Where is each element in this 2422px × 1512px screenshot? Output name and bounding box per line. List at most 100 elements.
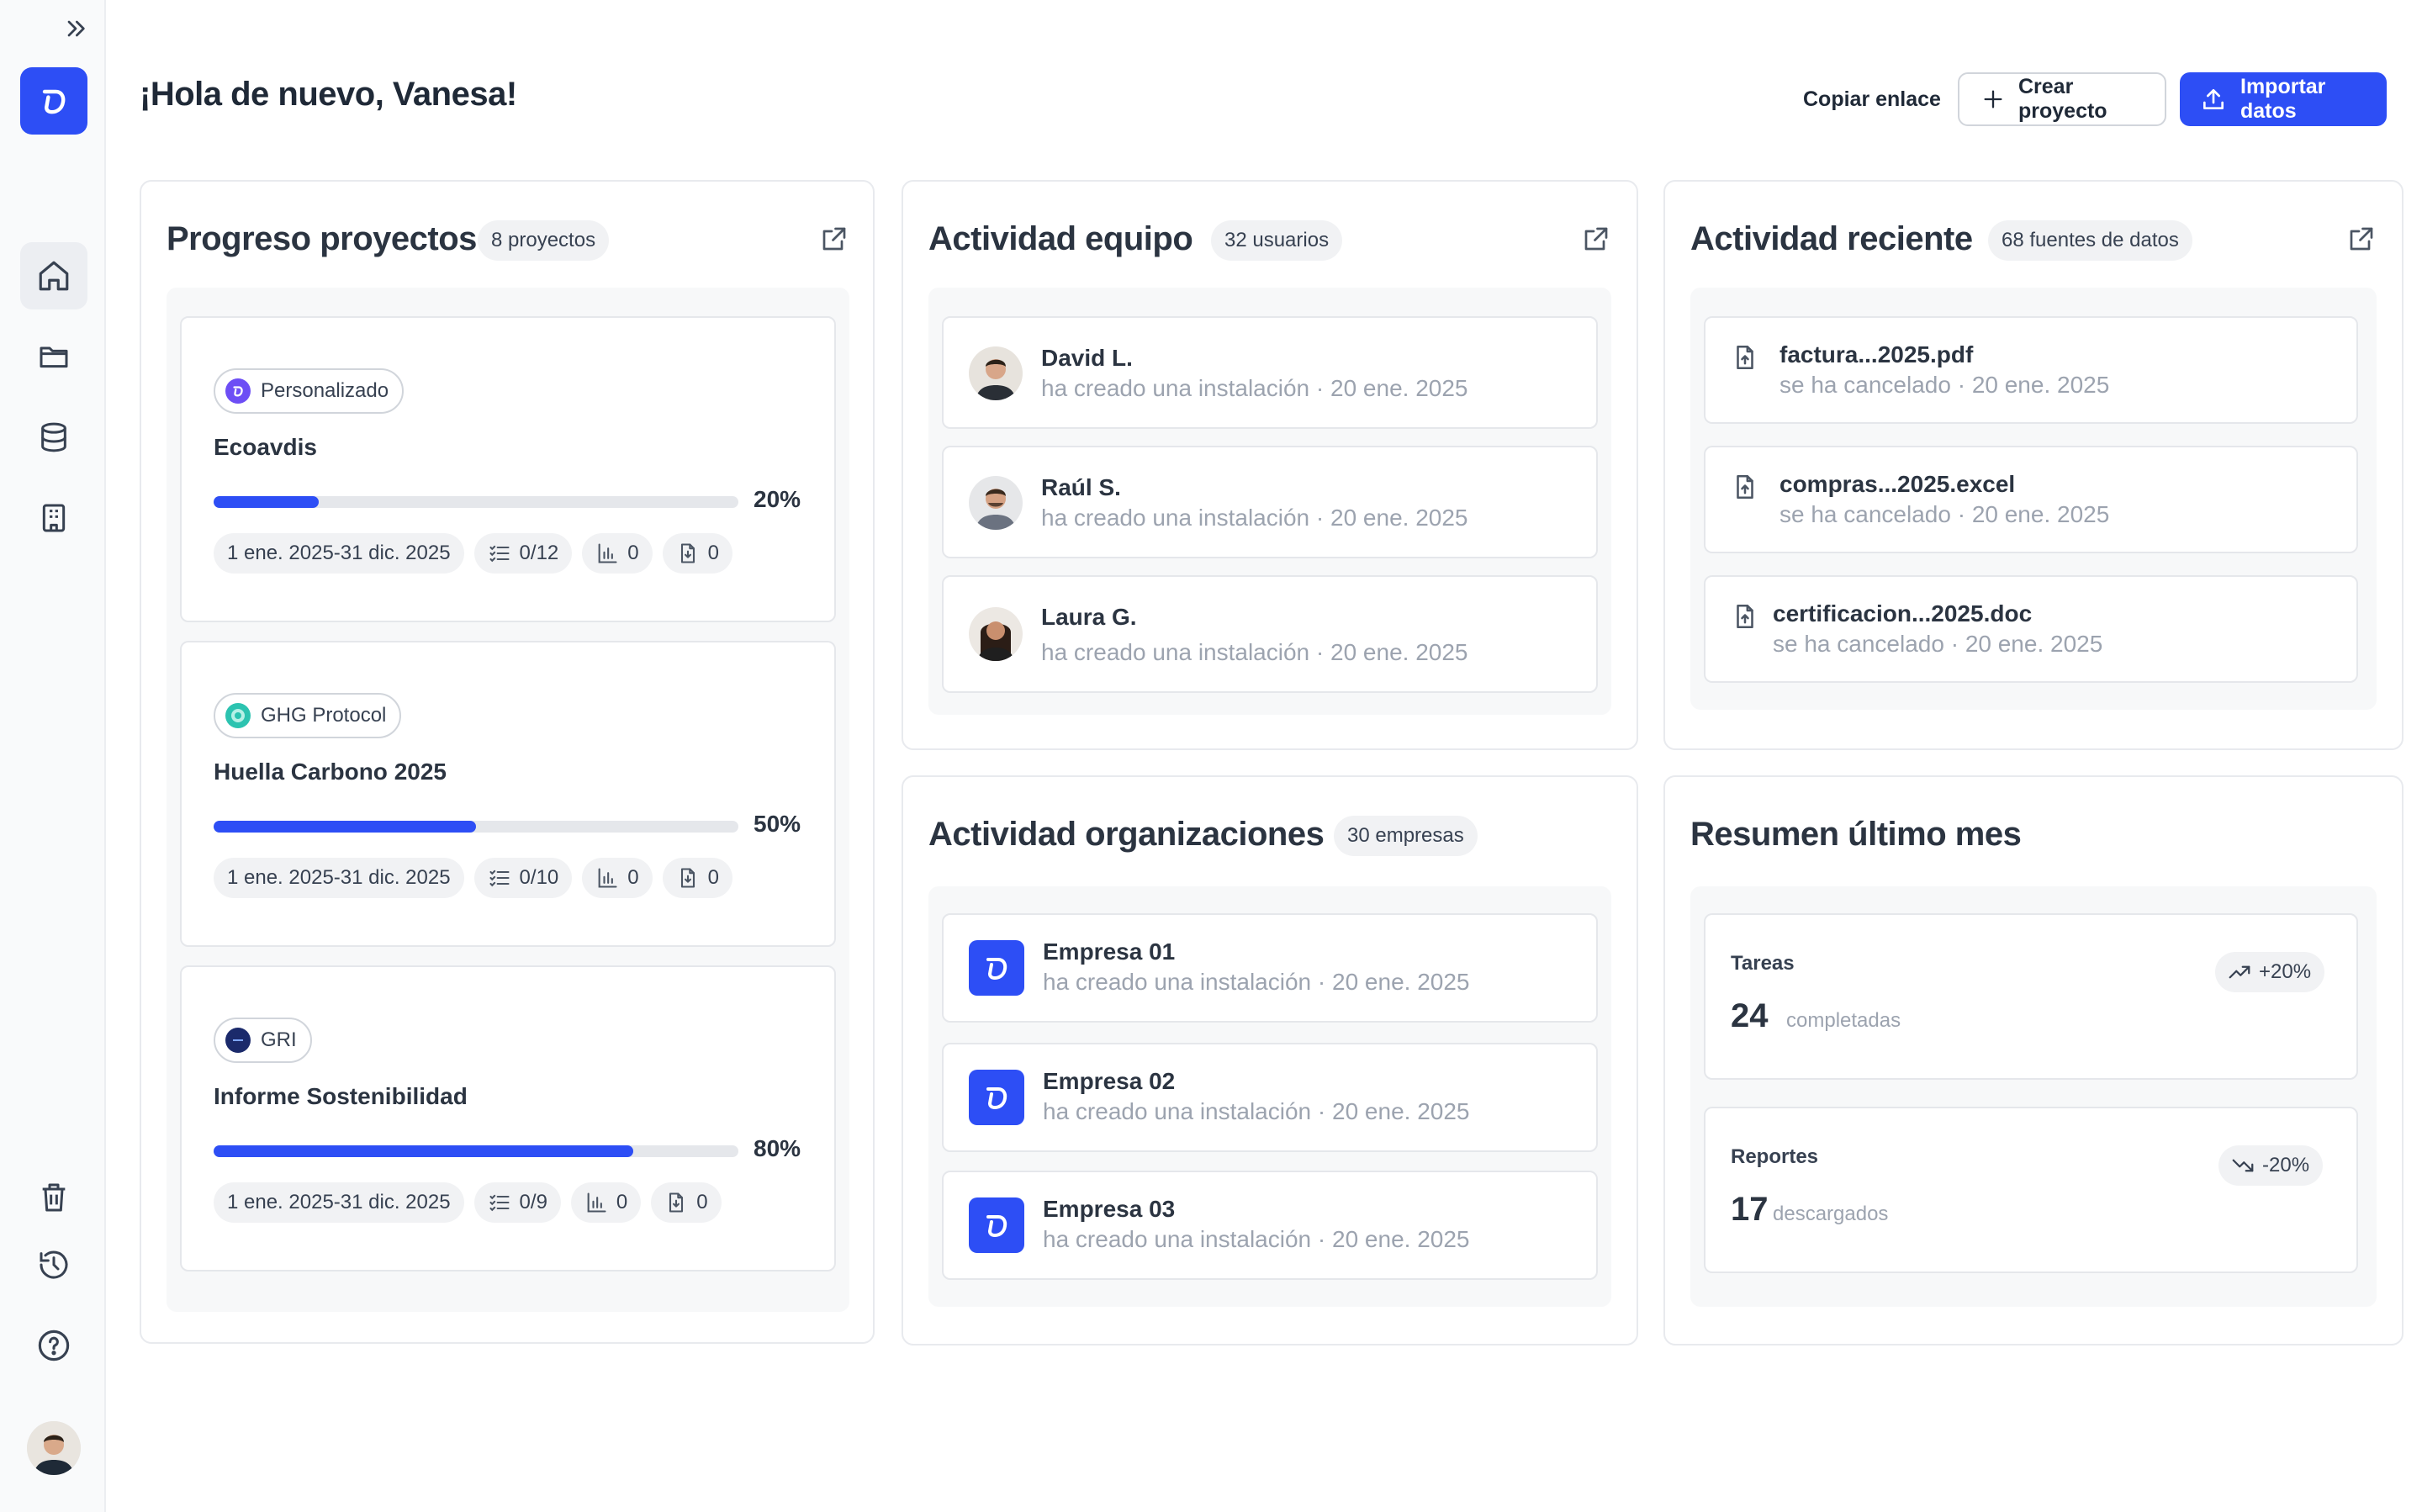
charts-chip: 0: [570, 1182, 642, 1223]
charts-count: 0: [627, 866, 639, 889]
summary-list: Tareas 24 completadas +20% Reportes 17 d…: [1690, 886, 2377, 1307]
date-range-chip: 1 ene. 2025-31 dic. 2025: [214, 858, 464, 898]
list-item[interactable]: Empresa 02 ha creado una instalación · 2…: [942, 1043, 1598, 1152]
companies-count-badge: 30 empresas: [1334, 816, 1478, 856]
users-count-badge: 32 usuarios: [1211, 220, 1343, 261]
recent-card-title: Actividad reciente: [1690, 220, 1973, 257]
database-icon[interactable]: [20, 404, 87, 471]
project-meta: 1 ene. 2025-31 dic. 2025 0/12 0 0: [214, 533, 732, 574]
building-icon[interactable]: [20, 484, 87, 552]
orgs-activity-list: Empresa 01 ha creado una instalación · 2…: [928, 886, 1611, 1307]
page-title: ¡Hola de nuevo, Vanesa!: [140, 76, 517, 113]
summary-value: 24: [1731, 997, 1769, 1034]
activity-text: ha creado una instalación · 20 ene. 2025: [1043, 1226, 1470, 1252]
projects-count-badge: 8 proyectos: [478, 220, 610, 261]
external-link-icon[interactable]: [1581, 224, 1611, 254]
document-download-icon: [676, 542, 700, 565]
help-icon[interactable]: [20, 1312, 87, 1379]
progress-bar: [214, 1145, 738, 1157]
file-status: se ha cancelado · 20 ene. 2025: [1779, 501, 2110, 527]
charts-chip: 0: [582, 533, 653, 574]
summary-item: Reportes 17 descargados -20%: [1704, 1107, 2358, 1273]
projects-list: Personalizado Ecoavdis 20% 1 ene. 2025-3…: [167, 288, 849, 1312]
file-upload-icon: [1731, 602, 1759, 631]
docs-count: 0: [707, 542, 719, 564]
file-status: se ha cancelado · 20 ene. 2025: [1773, 631, 2103, 657]
progress-percent: 50%: [754, 811, 801, 837]
project-name: Informe Sostenibilidad: [214, 1083, 468, 1109]
company-name: Empresa 02: [1043, 1068, 1176, 1094]
team-card-title: Actividad equipo: [928, 220, 1193, 257]
list-item[interactable]: certificacion...2025.doc se ha cancelado…: [1704, 575, 2358, 683]
data-sources-badge: 68 fuentes de datos: [1988, 220, 2192, 261]
avatar: [969, 346, 1023, 400]
summary-label: Tareas: [1731, 952, 1795, 975]
docs-count: 0: [696, 1191, 708, 1213]
orgs-activity-card: Actividad organizaciones 30 empresas Emp…: [902, 775, 1638, 1345]
orgs-card-title: Actividad organizaciones: [928, 816, 1325, 853]
checklist-icon: [488, 866, 511, 890]
sidebar: [0, 0, 106, 1512]
home-icon[interactable]: [20, 242, 87, 309]
project-name: Ecoavdis: [214, 434, 317, 460]
summary-unit: descargados: [1773, 1203, 1889, 1225]
summary-value: 17: [1731, 1191, 1769, 1228]
docs-chip: 0: [662, 858, 732, 898]
user-avatar[interactable]: [27, 1421, 81, 1475]
project-item[interactable]: Personalizado Ecoavdis 20% 1 ene. 2025-3…: [180, 316, 836, 622]
company-name: Empresa 01: [1043, 938, 1176, 965]
tasks-chip: 0/12: [473, 533, 573, 574]
project-name: Huella Carbono 2025: [214, 759, 447, 785]
user-name: David L.: [1041, 345, 1133, 371]
external-link-icon[interactable]: [2346, 224, 2377, 254]
list-item[interactable]: factura...2025.pdf se ha cancelado · 20 …: [1704, 316, 2358, 424]
folder-icon[interactable]: [20, 323, 87, 390]
trending-down-icon: [2230, 1153, 2255, 1178]
docs-chip: 0: [662, 533, 732, 574]
docs-count: 0: [707, 866, 719, 889]
list-item[interactable]: Laura G. ha creado una instalación · 20 …: [942, 575, 1598, 693]
list-item[interactable]: compras...2025.excel se ha cancelado · 2…: [1704, 446, 2358, 553]
progress-bar-fill: [214, 496, 319, 508]
activity-text: ha creado una instalación · 20 ene. 2025: [1041, 505, 1468, 531]
history-icon[interactable]: [20, 1231, 87, 1298]
docs-chip: 0: [651, 1182, 722, 1223]
ghg-protocol-icon: [225, 703, 251, 728]
bar-chart-icon: [595, 542, 619, 565]
external-link-icon[interactable]: [819, 224, 849, 254]
trending-up-icon: [2227, 960, 2252, 985]
import-data-button[interactable]: Importar datos: [2180, 72, 2387, 126]
file-status: se ha cancelado · 20 ene. 2025: [1779, 372, 2110, 398]
progress-bar-fill: [214, 821, 476, 833]
activity-text: ha creado una instalación · 20 ene. 2025: [1043, 1098, 1470, 1124]
progress-bar: [214, 496, 738, 508]
file-name: compras...2025.excel: [1779, 471, 2016, 497]
app-logo[interactable]: [20, 67, 87, 135]
trend-badge: -20%: [2218, 1145, 2324, 1186]
list-item[interactable]: Empresa 03 ha creado una instalación · 2…: [942, 1171, 1598, 1280]
create-project-button[interactable]: Crear proyecto: [1958, 72, 2166, 126]
progress-bar-fill: [214, 1145, 634, 1157]
project-item[interactable]: GRI Informe Sostenibilidad 80% 1 ene. 20…: [180, 965, 836, 1271]
summary-item: Tareas 24 completadas +20%: [1704, 913, 2358, 1080]
upload-icon: [2200, 86, 2227, 113]
tasks-count: 0/9: [519, 1191, 547, 1213]
date-range-chip: 1 ene. 2025-31 dic. 2025: [214, 1182, 464, 1223]
list-item[interactable]: David L. ha creado una instalación · 20 …: [942, 316, 1598, 429]
trash-icon[interactable]: [20, 1164, 87, 1231]
project-tag: GRI: [214, 1018, 312, 1063]
team-activity-list: David L. ha creado una instalación · 20 …: [928, 288, 1611, 715]
list-item[interactable]: Raúl S. ha creado una instalación · 20 e…: [942, 446, 1598, 558]
expand-sidebar-icon[interactable]: [62, 15, 89, 42]
create-project-label: Crear proyecto: [2018, 75, 2107, 123]
tasks-chip: 0/9: [473, 1182, 561, 1223]
list-item[interactable]: Empresa 01 ha creado una instalación · 2…: [942, 913, 1598, 1023]
bar-chart-icon: [584, 1191, 608, 1214]
activity-text: ha creado una instalación · 20 ene. 2025: [1043, 969, 1470, 995]
progress-bar: [214, 821, 738, 833]
summary-label: Reportes: [1731, 1145, 1819, 1168]
copy-link-button[interactable]: Copiar enlace: [1791, 72, 1953, 126]
project-item[interactable]: GHG Protocol Huella Carbono 2025 50% 1 e…: [180, 641, 836, 947]
bar-chart-icon: [595, 866, 619, 890]
progress-percent: 20%: [754, 486, 801, 512]
